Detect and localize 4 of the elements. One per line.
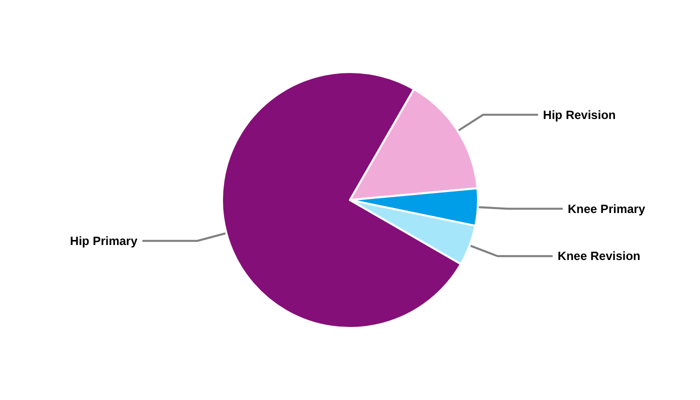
- slice-label: Knee Revision: [558, 249, 640, 264]
- slice-label: Hip Revision: [543, 108, 616, 122]
- slice-label: Knee Primary: [568, 202, 646, 216]
- slice-label: Hip Primary: [70, 234, 138, 248]
